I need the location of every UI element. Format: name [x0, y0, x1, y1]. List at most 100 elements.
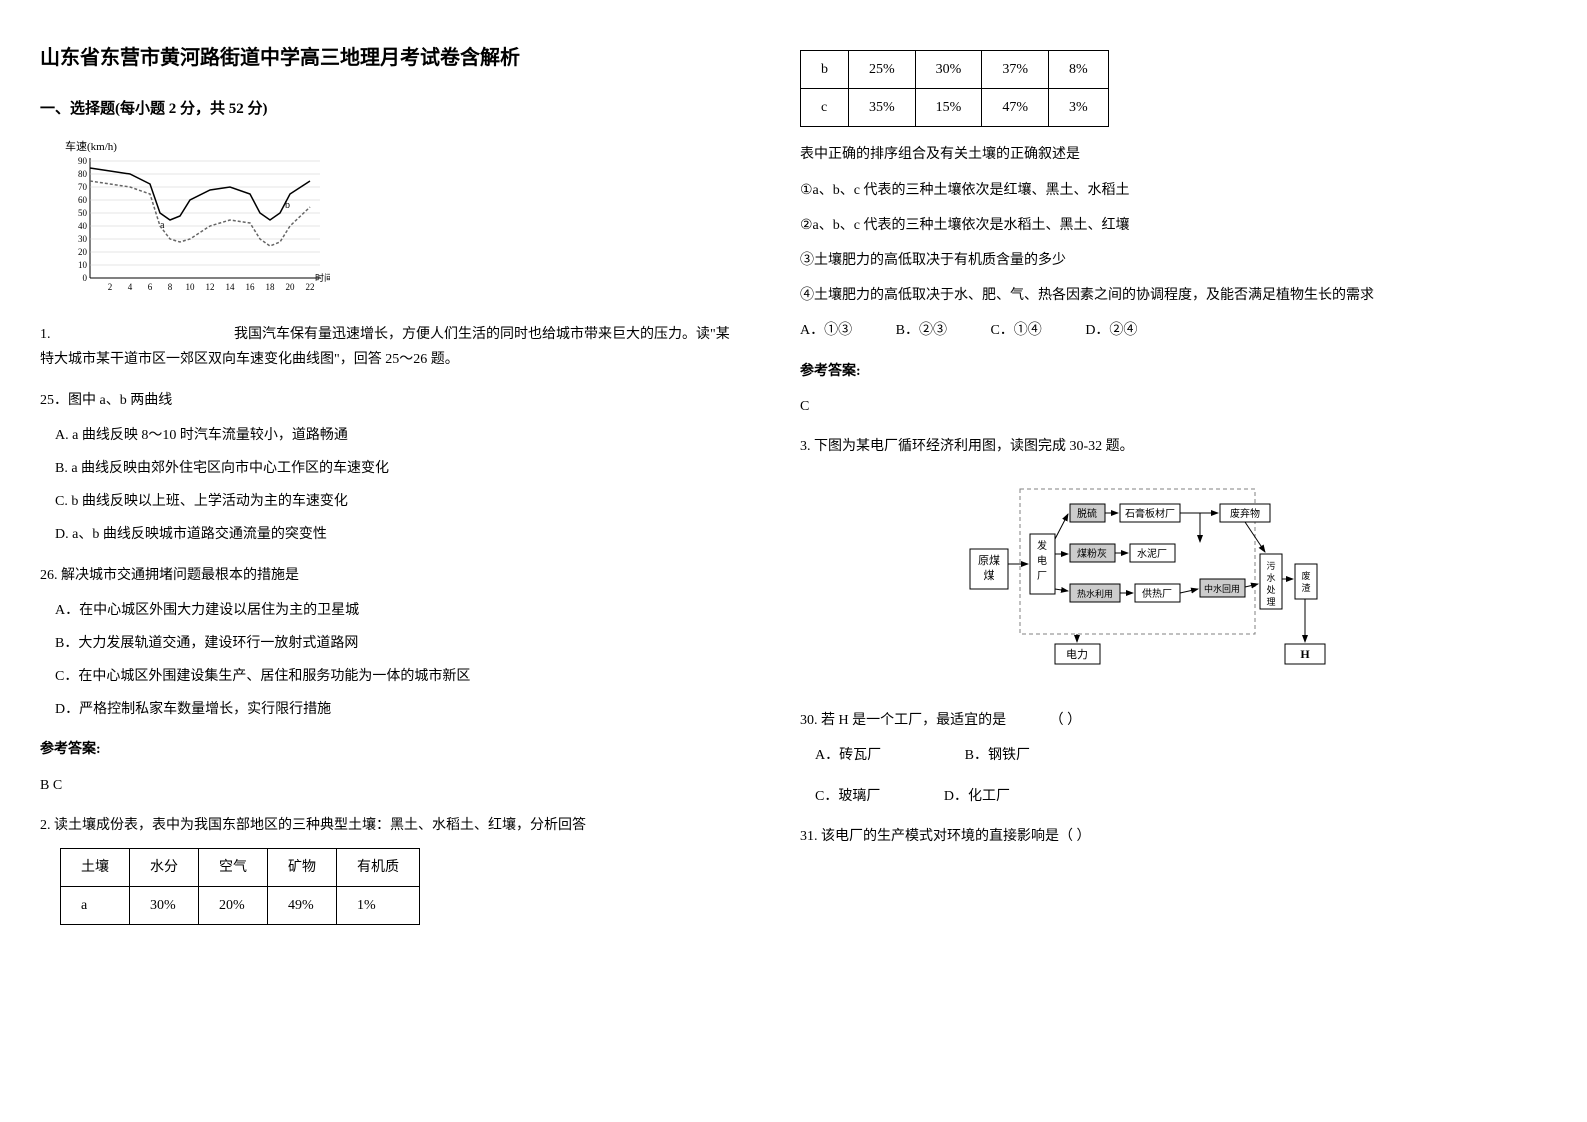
q26: 26. 解决城市交通拥堵问题最根本的措施是 A．在中心城区外围大力建设以居住为主…: [40, 563, 740, 723]
q25-text: 25．图中 a、b 两曲线: [40, 388, 740, 413]
q2-text: 2. 读土壤成份表，表中为我国东部地区的三种典型土壤：黑土、水稻土、红壤，分析回…: [40, 813, 740, 838]
svg-text:30: 30: [78, 234, 88, 244]
q30-optB: B．钢铁厂: [965, 743, 1030, 768]
q26-text: 26. 解决城市交通拥堵问题最根本的措施是: [40, 563, 740, 588]
line-chart-svg: 车速(km/h) 01020 304050 607080 90 246 8101…: [60, 138, 330, 298]
q3-text: 3. 下图为某电厂循环经济利用图，读图完成 30-32 题。: [800, 434, 1500, 459]
svg-text:供热厂: 供热厂: [1142, 587, 1172, 600]
svg-text:60: 60: [78, 195, 88, 205]
svg-text:电: 电: [1037, 554, 1047, 567]
td: 35%: [849, 89, 916, 127]
q31-text: 31. 该电厂的生产模式对环境的直接影响是（ ）: [800, 824, 1500, 849]
svg-text:90: 90: [78, 156, 88, 166]
td: 30%: [130, 887, 199, 925]
q25: 25．图中 a、b 两曲线 A. a 曲线反映 8～10 时汽车流量较小，道路畅…: [40, 388, 740, 548]
q2-opt2: ②a、b、c 代表的三种土壤依次是水稻土、黑土、红壤: [800, 213, 1500, 238]
q30-row2: C．玻璃厂 D．化工厂: [800, 784, 1500, 809]
right-column: b 25% 30% 37% 8% c 35% 15% 47% 3% 表中正确的排…: [800, 40, 1500, 940]
svg-text:50: 50: [78, 208, 88, 218]
chart-ylabel: 车速(km/h): [65, 139, 117, 153]
q25-optC: C. b 曲线反映以上班、上学活动为主的车速变化: [40, 489, 740, 514]
svg-text:20: 20: [286, 282, 296, 292]
svg-text:水: 水: [1266, 572, 1275, 583]
svg-text:中水回用: 中水回用: [1204, 583, 1240, 594]
svg-text:理: 理: [1266, 597, 1275, 607]
q30-text: 30. 若 H 是一个工厂，最适宜的是 （ ）: [800, 708, 1500, 733]
svg-text:废: 废: [1301, 570, 1310, 581]
svg-text:煤粉灰: 煤粉灰: [1077, 547, 1107, 560]
answer1-label: 参考答案:: [40, 737, 740, 762]
q1-text: 我国汽车保有量迅速增长，方便人们生活的同时也给城市带来巨大的压力。读"某特大城市…: [40, 327, 730, 367]
svg-text:渣: 渣: [1301, 582, 1310, 593]
th: 有机质: [337, 849, 420, 887]
th: 水分: [130, 849, 199, 887]
svg-text:16: 16: [246, 282, 256, 292]
q2-optA: A．①③: [800, 318, 852, 343]
q26-optB: B．大力发展轨道交通，建设环行一放射式道路网: [40, 631, 740, 656]
q26-optA: A．在中心城区外围大力建设以居住为主的卫星城: [40, 598, 740, 623]
svg-text:80: 80: [78, 169, 88, 179]
q2-optC: C．①④: [990, 318, 1041, 343]
svg-text:石膏板材厂: 石膏板材厂: [1125, 507, 1175, 520]
table-row: a 30% 20% 49% 1%: [61, 887, 420, 925]
svg-text:废弃物: 废弃物: [1230, 507, 1260, 520]
q30-optD: D．化工厂: [944, 784, 1010, 809]
soil-table-part1: 土壤 水分 空气 矿物 有机质 a 30% 20% 49% 1%: [60, 848, 420, 925]
svg-text:14: 14: [226, 282, 236, 292]
td: 30%: [915, 51, 982, 89]
answer2-value: C: [800, 394, 1500, 419]
table-row: c 35% 15% 47% 3%: [801, 89, 1109, 127]
svg-text:4: 4: [128, 282, 133, 292]
td: 49%: [268, 887, 337, 925]
svg-text:H: H: [1300, 647, 1310, 661]
svg-text:a: a: [160, 220, 165, 231]
svg-text:20: 20: [78, 247, 88, 257]
svg-text:0: 0: [83, 273, 88, 283]
svg-text:厂: 厂: [1037, 571, 1047, 582]
q30-optA: A．砖瓦厂: [815, 743, 881, 768]
td: a: [61, 887, 130, 925]
q26-optD: D．严格控制私家车数量增长，实行限行措施: [40, 697, 740, 722]
th: 土壤: [61, 849, 130, 887]
q2-opt1: ①a、b、c 代表的三种土壤依次是红壤、黑土、水稻土: [800, 178, 1500, 203]
q30-row1: A．砖瓦厂 B．钢铁厂: [800, 743, 1500, 768]
q30-stem: 30. 若 H 是一个工厂，最适宜的是: [800, 713, 1006, 728]
svg-text:发: 发: [1037, 539, 1047, 552]
page-title: 山东省东营市黄河路街道中学高三地理月考试卷含解析: [40, 40, 740, 76]
q30-bracket: （ ）: [1050, 713, 1082, 728]
svg-text:70: 70: [78, 182, 88, 192]
svg-text:10: 10: [186, 282, 196, 292]
chart-speed-time: 车速(km/h) 01020 304050 607080 90 246 8101…: [40, 138, 740, 307]
svg-text:污: 污: [1266, 560, 1275, 571]
table-row: b 25% 30% 37% 8%: [801, 51, 1109, 89]
svg-text:2: 2: [108, 282, 113, 292]
svg-text:12: 12: [206, 282, 215, 292]
td: 37%: [982, 51, 1049, 89]
circular-economy-diagram: 原煤 煤 发 电 厂 脱硫 石膏板材厂 废弃物 煤粉灰 水泥厂 热水利用 供热厂…: [800, 479, 1500, 688]
q30: 30. 若 H 是一个工厂，最适宜的是 （ ） A．砖瓦厂 B．钢铁厂 C．玻璃…: [800, 708, 1500, 809]
td: 3%: [1049, 89, 1109, 127]
svg-text:6: 6: [148, 282, 153, 292]
section-heading: 一、选择题(每小题 2 分，共 52 分): [40, 96, 740, 123]
td: 47%: [982, 89, 1049, 127]
svg-text:10: 10: [78, 260, 88, 270]
svg-text:40: 40: [78, 221, 88, 231]
svg-text:脱硫: 脱硫: [1077, 507, 1097, 520]
left-column: 山东省东营市黄河路街道中学高三地理月考试卷含解析 一、选择题(每小题 2 分，共…: [40, 40, 740, 940]
q2-optD: D．②④: [1085, 318, 1137, 343]
svg-text:水泥厂: 水泥厂: [1137, 547, 1167, 560]
td: 20%: [199, 887, 268, 925]
svg-text:22: 22: [306, 282, 315, 292]
th: 空气: [199, 849, 268, 887]
diagram-svg: 原煤 煤 发 电 厂 脱硫 石膏板材厂 废弃物 煤粉灰 水泥厂 热水利用 供热厂…: [960, 479, 1340, 679]
td: 15%: [915, 89, 982, 127]
td: 25%: [849, 51, 916, 89]
svg-text:18: 18: [266, 282, 276, 292]
th: 矿物: [268, 849, 337, 887]
q30-optC: C．玻璃厂: [815, 784, 880, 809]
q2-opt4: ④土壤肥力的高低取决于水、肥、气、热各因素之间的协调程度，及能否满足植物生长的需…: [800, 283, 1500, 308]
q2-sub-text: 表中正确的排序组合及有关土壤的正确叙述是: [800, 142, 1500, 167]
td: c: [801, 89, 849, 127]
td: b: [801, 51, 849, 89]
svg-text:热水利用: 热水利用: [1077, 588, 1113, 599]
